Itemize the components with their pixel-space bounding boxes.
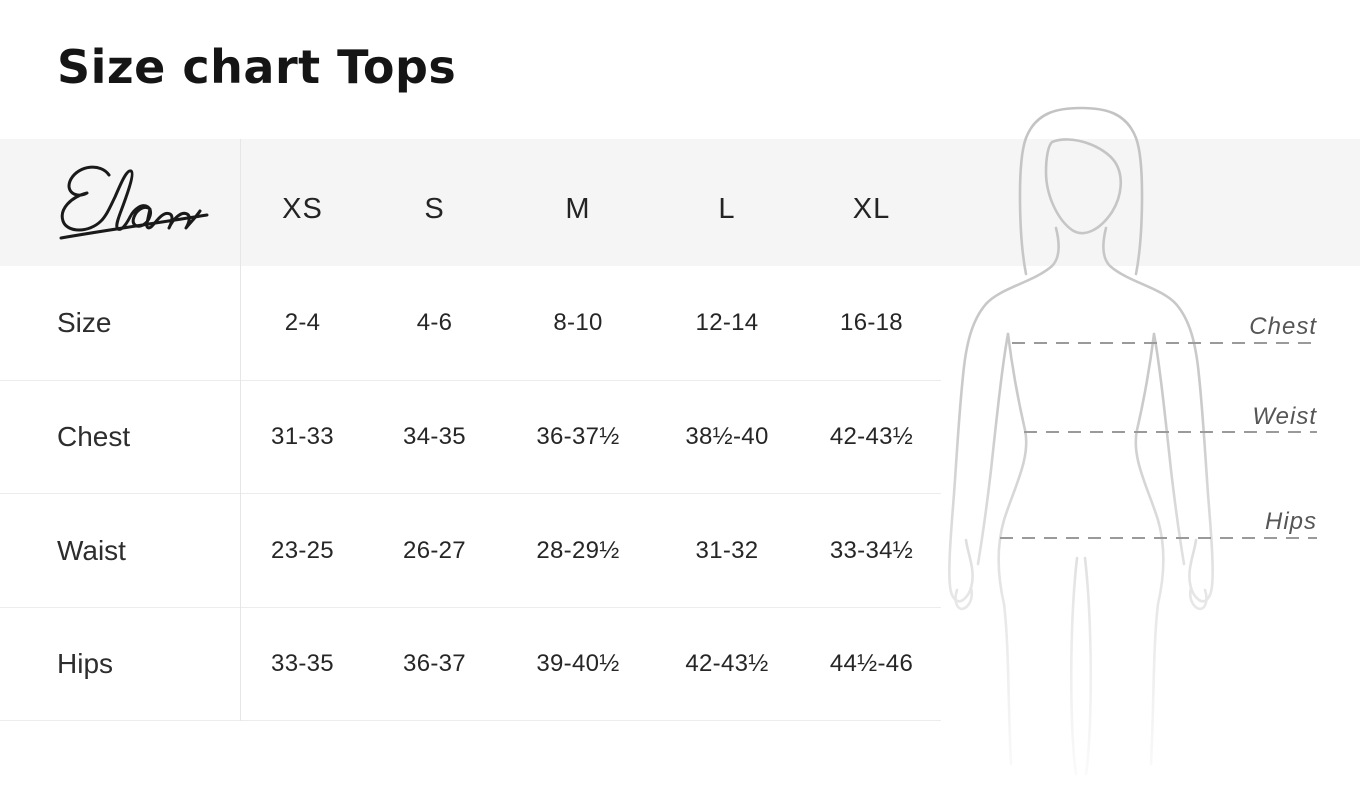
chest-xs: 31-33 <box>271 423 334 450</box>
chest-measure-label: Chest <box>1249 313 1317 340</box>
size-m: 8-10 <box>553 309 603 336</box>
column-header-xl: XL <box>852 193 891 225</box>
chest-m: 36-37½ <box>536 423 620 450</box>
row-label-chest: Chest <box>57 421 131 452</box>
row-label-waist: Waist <box>57 534 126 566</box>
size-s: 4-6 <box>416 309 453 336</box>
waist-m: 28-29½ <box>536 536 620 564</box>
chest-s: 34-35 <box>403 423 466 450</box>
chest-l: 38½-40 <box>685 423 769 450</box>
hips-l: 42-43½ <box>685 650 769 677</box>
body-measurement-figure: Chest Weist Hips <box>930 95 1360 795</box>
brand-logo: Elan <box>57 139 240 266</box>
table-vertical-divider <box>240 139 241 721</box>
waist-xl: 33-34½ <box>829 536 914 564</box>
size-xs: 2-4 <box>284 309 321 336</box>
waist-measure-label: Weist <box>1252 403 1317 430</box>
silhouette-outline <box>948 106 1214 776</box>
size-xl: 16-18 <box>840 309 903 336</box>
table-row-size: Size 2-4 4-6 8-10 12-14 16-18 <box>0 266 941 381</box>
measurement-dashed-lines <box>1000 342 1317 539</box>
hips-xl: 44½-46 <box>829 650 914 677</box>
table-row-chest: Chest 31-33 34-35 36-37½ 38½-40 42-43½ <box>0 381 941 494</box>
column-header-s: S <box>424 193 445 225</box>
column-header-xs: XS <box>282 193 323 225</box>
chest-xl: 42-43½ <box>829 423 914 450</box>
waist-s: 26-27 <box>403 536 466 564</box>
brand-signature-icon <box>59 165 209 240</box>
column-header-m: M <box>565 193 591 225</box>
hips-m: 39-40½ <box>536 650 620 677</box>
row-label-size: Size <box>57 307 112 338</box>
table-header-row: Elan XS S M L XL <box>0 139 941 266</box>
hips-xs: 33-35 <box>271 650 334 677</box>
row-label-hips: Hips <box>57 648 114 679</box>
female-silhouette-illustration: Chest Weist Hips <box>948 106 1317 776</box>
table-row-waist: Waist 23-25 26-27 28-29½ 31-32 33-34½ <box>0 494 941 608</box>
waist-xs: 23-25 <box>271 536 334 564</box>
size-chart-table: Elan XS S M L XL Size 2-4 4-6 8-10 <box>0 139 941 721</box>
hips-s: 36-37 <box>403 650 466 677</box>
brand-logo-cell: Elan <box>0 139 240 266</box>
table-header-band <box>0 139 1360 266</box>
waist-l: 31-32 <box>695 536 759 564</box>
size-l: 12-14 <box>695 309 759 336</box>
column-header-l: L <box>718 193 736 225</box>
page-title: Size chart Tops <box>57 40 457 94</box>
hips-measure-label: Hips <box>1265 508 1317 535</box>
table-row-hips: Hips 33-35 36-37 39-40½ 42-43½ 44½-46 <box>0 608 941 721</box>
